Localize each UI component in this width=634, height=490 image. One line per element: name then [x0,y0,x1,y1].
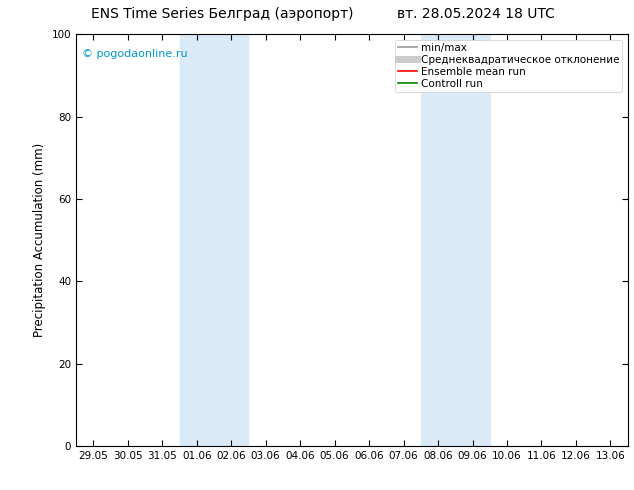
Y-axis label: Precipitation Accumulation (mm): Precipitation Accumulation (mm) [33,143,46,337]
Bar [179,34,249,446]
Text: © pogodaonline.ru: © pogodaonline.ru [82,49,187,59]
Text: ENS Time Series Белград (аэропорт): ENS Time Series Белград (аэропорт) [91,7,353,22]
Text: вт. 28.05.2024 18 UTC: вт. 28.05.2024 18 UTC [396,7,555,22]
Legend: min/max, Среднеквадратическое отклонение, Ensemble mean run, Controll run: min/max, Среднеквадратическое отклонение… [395,40,623,92]
Bar [421,34,489,446]
